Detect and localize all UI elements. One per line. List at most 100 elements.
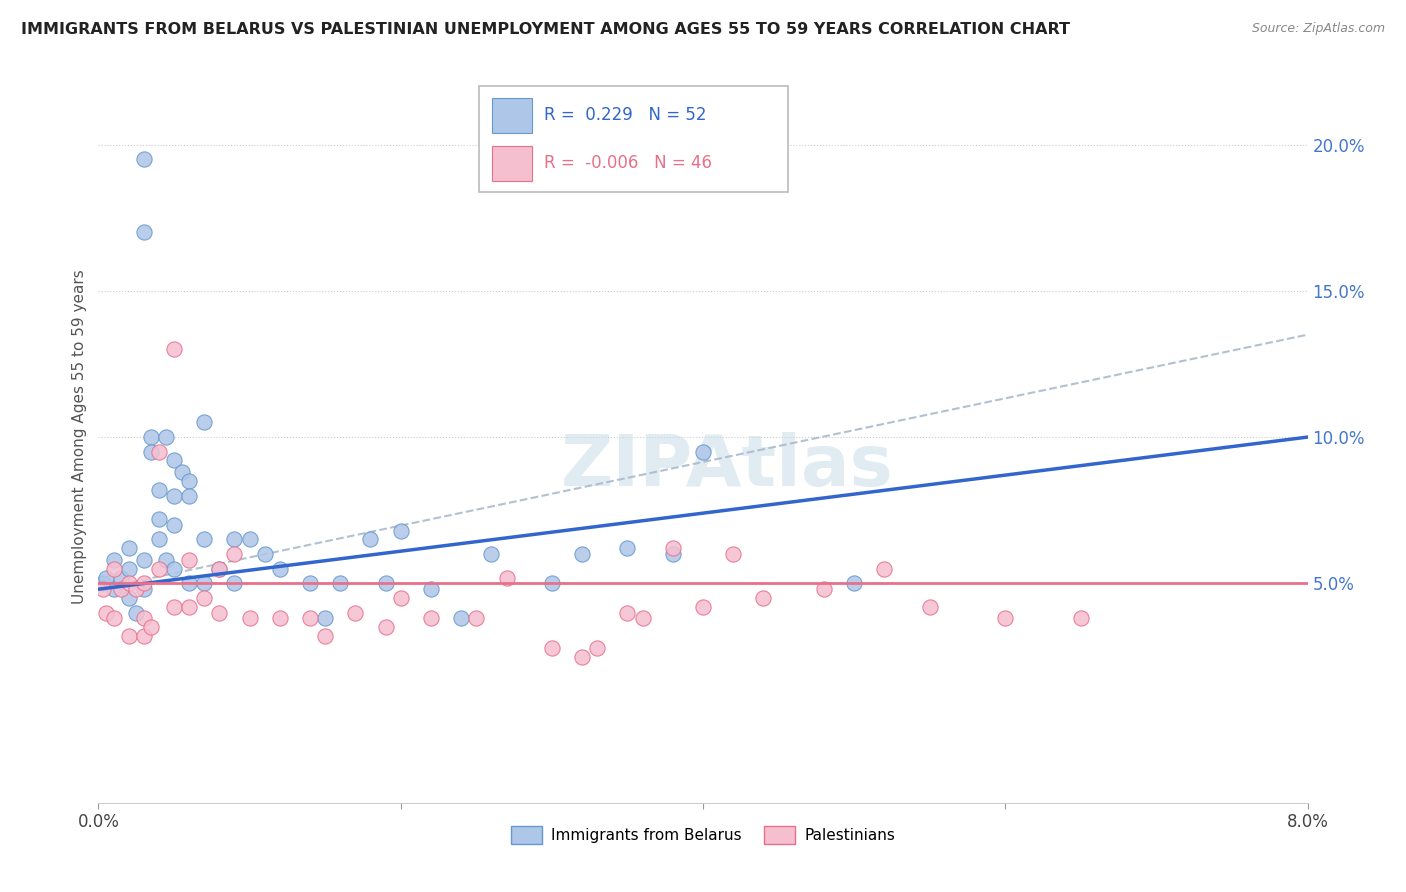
Point [132, 152, 155, 166]
Point [813, 582, 835, 597]
Point [103, 553, 125, 567]
Point [125, 606, 148, 620]
Point [193, 416, 215, 430]
Point [420, 582, 443, 597]
Point [193, 533, 215, 547]
Point [299, 611, 322, 625]
Point [692, 444, 714, 458]
Point [208, 562, 231, 576]
Point [132, 582, 155, 597]
Point [299, 576, 322, 591]
Point [616, 606, 638, 620]
Point [269, 611, 291, 625]
Point [163, 343, 186, 357]
Point [179, 576, 201, 591]
Point [540, 640, 562, 655]
Point [661, 547, 683, 561]
Point [269, 562, 291, 576]
Text: ZIPAtlas: ZIPAtlas [561, 432, 893, 500]
Point [179, 489, 201, 503]
Point [110, 570, 132, 584]
Legend: Immigrants from Belarus, Palestinians: Immigrants from Belarus, Palestinians [505, 820, 901, 850]
Point [208, 562, 231, 576]
Point [844, 576, 866, 591]
Point [94, 606, 117, 620]
Point [163, 453, 186, 467]
Point [91, 576, 114, 591]
Point [103, 562, 125, 576]
Point [193, 591, 215, 605]
Point [132, 629, 155, 643]
Point [179, 553, 201, 567]
Point [132, 611, 155, 625]
Point [224, 576, 246, 591]
Point [631, 611, 654, 625]
Point [420, 611, 443, 625]
Point [110, 582, 132, 597]
Point [224, 547, 246, 561]
Point [389, 591, 412, 605]
Point [374, 620, 396, 634]
Point [208, 606, 231, 620]
Point [450, 611, 472, 625]
Point [571, 547, 593, 561]
Y-axis label: Unemployment Among Ages 55 to 59 years: Unemployment Among Ages 55 to 59 years [72, 269, 87, 605]
Point [1070, 611, 1092, 625]
Point [495, 570, 517, 584]
Point [329, 576, 352, 591]
Point [148, 512, 170, 526]
Point [148, 533, 170, 547]
Point [314, 629, 336, 643]
Point [155, 430, 177, 444]
Point [661, 541, 683, 556]
Point [148, 483, 170, 497]
Point [132, 225, 155, 239]
Point [314, 611, 336, 625]
Point [141, 430, 163, 444]
Text: Source: ZipAtlas.com: Source: ZipAtlas.com [1251, 22, 1385, 36]
Point [125, 582, 148, 597]
Point [360, 533, 382, 547]
Point [994, 611, 1017, 625]
Point [918, 599, 941, 614]
Point [94, 570, 117, 584]
Point [103, 611, 125, 625]
Point [179, 599, 201, 614]
Point [163, 489, 186, 503]
Point [239, 533, 262, 547]
Point [91, 582, 114, 597]
Point [224, 533, 246, 547]
Point [344, 606, 367, 620]
Point [155, 553, 177, 567]
Point [586, 640, 609, 655]
Point [118, 576, 141, 591]
Point [540, 576, 562, 591]
Point [465, 611, 488, 625]
Point [239, 611, 262, 625]
Point [616, 541, 638, 556]
Point [118, 541, 141, 556]
Point [193, 576, 215, 591]
Point [163, 517, 186, 532]
Point [873, 562, 896, 576]
Point [163, 599, 186, 614]
Point [132, 553, 155, 567]
Point [481, 547, 503, 561]
Point [148, 444, 170, 458]
Point [118, 591, 141, 605]
Point [141, 620, 163, 634]
Point [752, 591, 775, 605]
Point [389, 524, 412, 538]
Point [103, 582, 125, 597]
Point [253, 547, 276, 561]
Point [118, 629, 141, 643]
Point [132, 576, 155, 591]
Point [141, 444, 163, 458]
Point [723, 547, 745, 561]
Point [148, 562, 170, 576]
Point [571, 649, 593, 664]
Point [692, 599, 714, 614]
Point [170, 465, 193, 479]
Point [179, 474, 201, 488]
Point [118, 562, 141, 576]
